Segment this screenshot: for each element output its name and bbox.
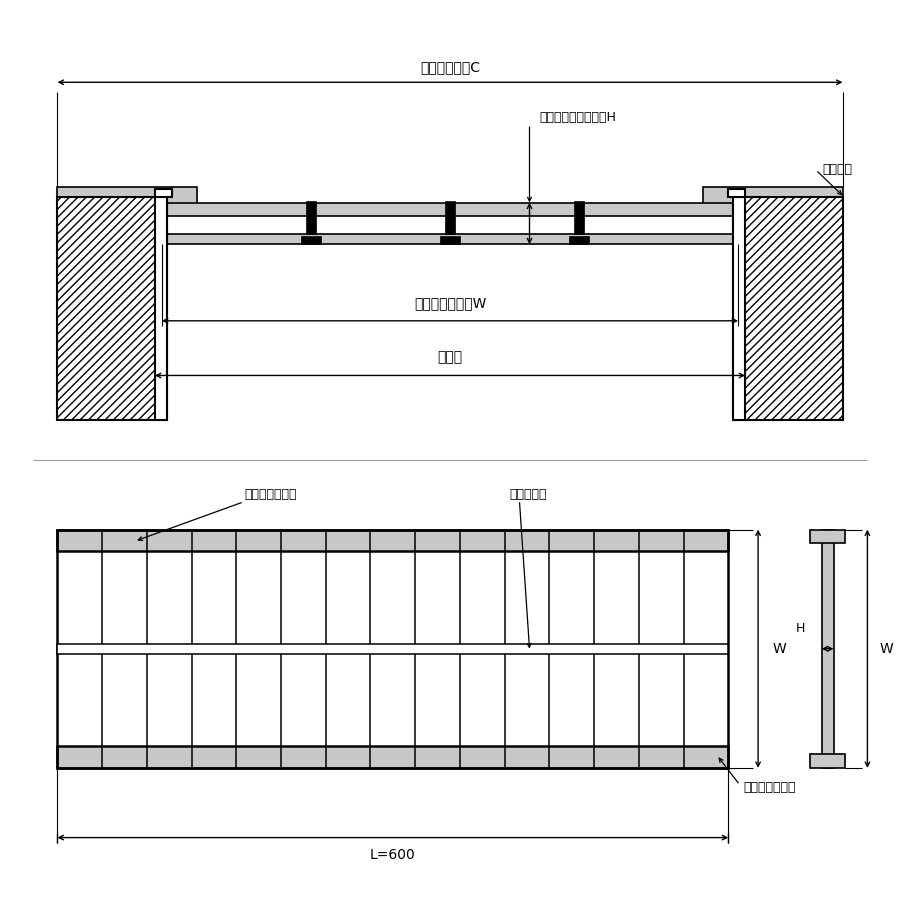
Bar (440, 237, 460, 244)
Bar (155, 196, 166, 420)
Text: L=600: L=600 (370, 849, 416, 862)
Text: ベアリングバー: ベアリングバー (743, 781, 796, 795)
Bar (58, 644, 728, 653)
Bar (306, 201, 316, 234)
Bar (58, 196, 166, 420)
Bar (734, 196, 842, 420)
Text: アングル: アングル (823, 163, 852, 176)
Text: W: W (879, 642, 893, 656)
Bar (822, 529, 833, 768)
Text: みぞ幅: みぞ幅 (437, 351, 463, 364)
Bar (734, 196, 745, 420)
Text: クロスバー: クロスバー (509, 488, 547, 501)
Bar (166, 234, 733, 244)
Bar (155, 189, 172, 196)
Text: グレーチングの高さH: グレーチングの高さH (539, 111, 617, 123)
Bar (810, 529, 845, 544)
Text: H: H (796, 623, 806, 635)
Bar (445, 201, 455, 234)
Bar (574, 201, 584, 234)
Bar (728, 189, 745, 196)
Bar (58, 529, 728, 552)
Bar (301, 237, 320, 244)
Text: グレーチング幅W: グレーチング幅W (414, 296, 486, 310)
Bar (58, 529, 728, 768)
Bar (58, 186, 196, 204)
Bar (810, 754, 845, 768)
Bar (570, 237, 590, 244)
Bar (162, 202, 738, 217)
Bar (58, 746, 728, 768)
Text: エンドアングル: エンドアングル (245, 488, 297, 501)
Bar (704, 186, 842, 204)
Text: アングル外寋C: アングル外寋C (420, 60, 480, 75)
Text: W: W (773, 642, 787, 656)
